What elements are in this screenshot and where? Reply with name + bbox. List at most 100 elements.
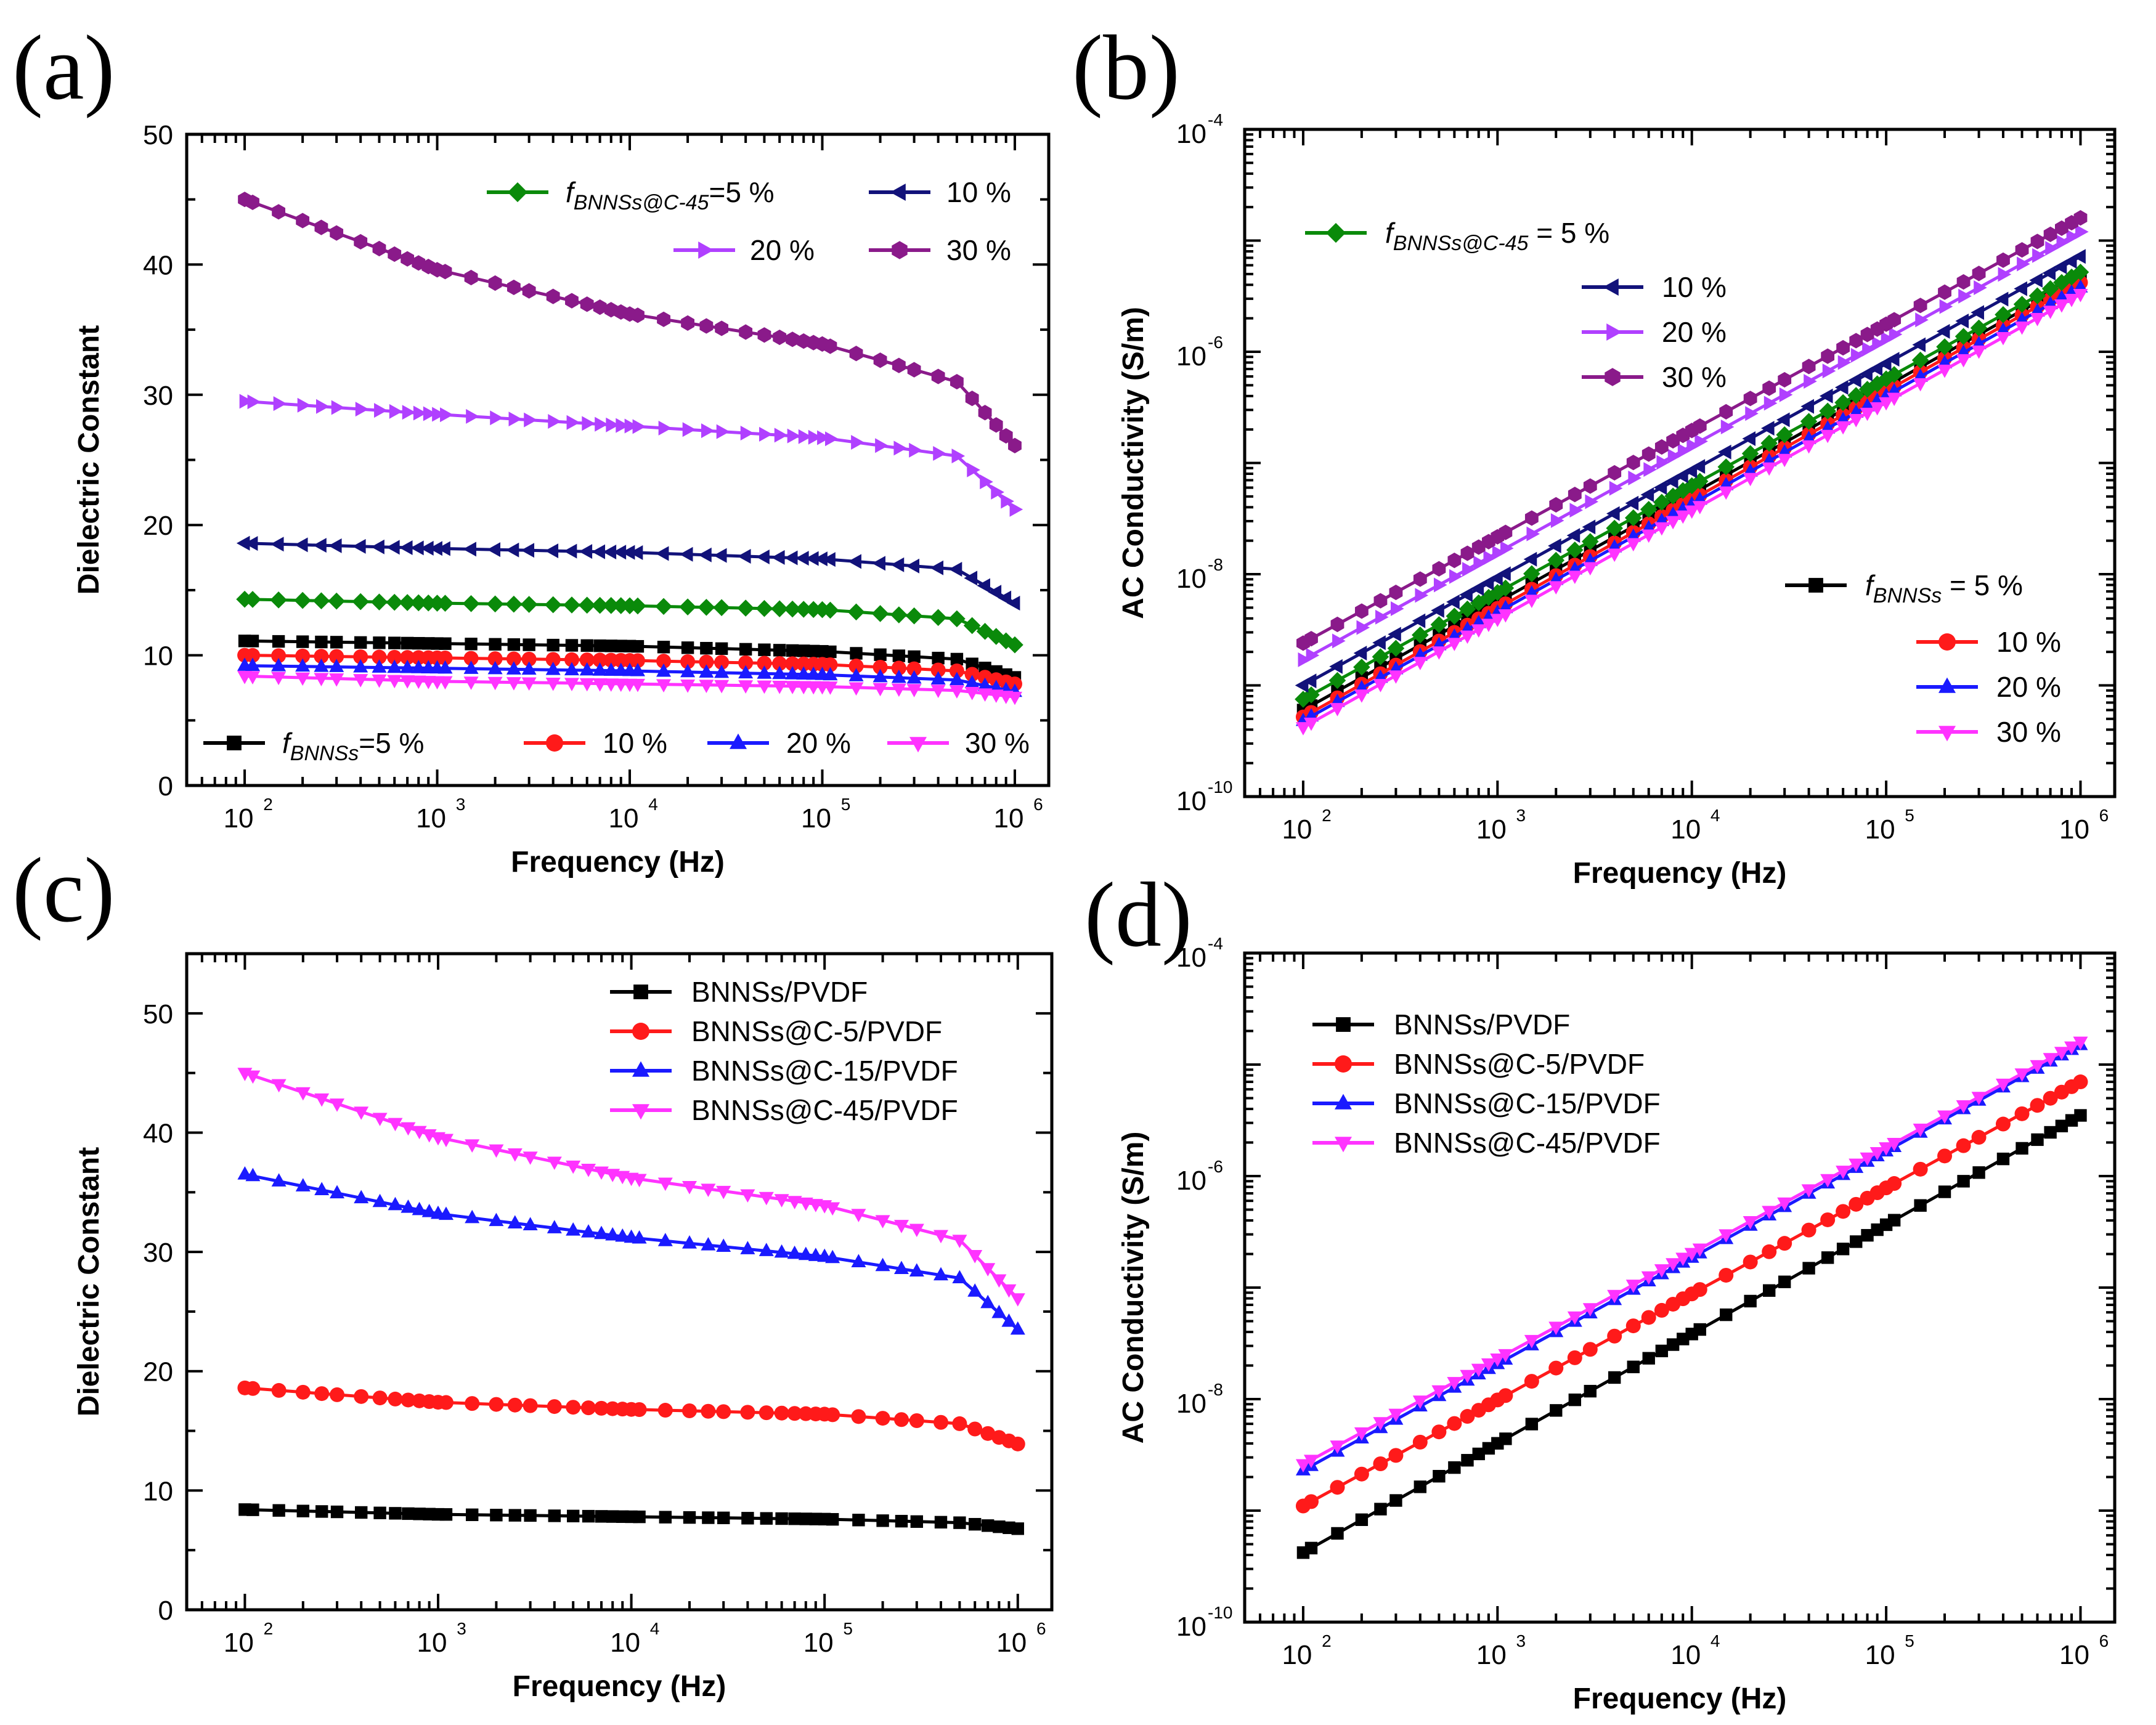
marker-triangle-right bbox=[508, 412, 523, 427]
x-tick-label: 10 bbox=[416, 803, 446, 834]
marker-triangle-down bbox=[1719, 1229, 1734, 1243]
x-tick-label: 10 bbox=[609, 803, 639, 834]
marker-triangle-right bbox=[1606, 323, 1622, 341]
legend-label: 10 % bbox=[946, 176, 1011, 208]
marker-square bbox=[1808, 578, 1823, 593]
marker-circle bbox=[1849, 1196, 1864, 1212]
marker-diamond bbox=[352, 593, 369, 611]
legend-label: 20 % bbox=[786, 727, 851, 759]
marker-triangle-right bbox=[1569, 503, 1584, 518]
marker-circle bbox=[1801, 1222, 1816, 1238]
legend-label: 30 % bbox=[965, 727, 1030, 759]
marker-hexagon bbox=[1583, 478, 1597, 494]
marker-diamond bbox=[1858, 381, 1876, 398]
marker-triangle-right bbox=[2075, 224, 2089, 240]
marker-square bbox=[1336, 1017, 1351, 1032]
marker-diamond bbox=[1911, 351, 1929, 369]
marker-triangle-left bbox=[1885, 352, 1900, 367]
marker-triangle-up bbox=[487, 660, 503, 675]
y-tick-exponent: -8 bbox=[1208, 555, 1223, 574]
marker-diamond bbox=[507, 182, 528, 203]
marker-triangle-left bbox=[988, 585, 1002, 600]
marker-diamond bbox=[755, 599, 773, 617]
x-tick-label: 10 bbox=[1865, 1640, 1895, 1670]
marker-triangle-up bbox=[774, 1244, 789, 1258]
marker-hexagon bbox=[1008, 437, 1022, 453]
y-tick-label: 20 bbox=[143, 511, 173, 541]
x-tick-label: 10 bbox=[224, 1628, 254, 1658]
marker-square bbox=[523, 638, 535, 651]
marker-square bbox=[507, 638, 521, 651]
marker-circle bbox=[1447, 1416, 1462, 1431]
marker-hexagon bbox=[892, 241, 908, 259]
marker-triangle-down bbox=[1303, 1455, 1319, 1468]
marker-circle bbox=[848, 659, 864, 674]
marker-hexagon bbox=[773, 329, 787, 346]
legend-label: 20 % bbox=[750, 234, 815, 266]
legend-label: 20 % bbox=[1996, 671, 2061, 703]
series-a-0 bbox=[238, 635, 1022, 684]
marker-circle bbox=[245, 647, 260, 663]
marker-triangle-right bbox=[548, 413, 561, 429]
marker-triangle-down bbox=[851, 1209, 866, 1222]
panel-label: (b) bbox=[1072, 17, 1180, 119]
marker-triangle-down bbox=[2030, 1060, 2045, 1074]
marker-circle bbox=[1498, 1388, 1513, 1403]
marker-diamond bbox=[795, 601, 813, 618]
marker-square bbox=[296, 1504, 310, 1517]
x-tick-exponent: 6 bbox=[1033, 795, 1043, 814]
marker-triangle-down bbox=[506, 677, 521, 691]
marker-triangle-right bbox=[1526, 526, 1540, 542]
x-tick-exponent: 2 bbox=[264, 1619, 274, 1638]
marker-triangle-left bbox=[977, 578, 990, 593]
marker-circle bbox=[487, 651, 503, 667]
marker-triangle-down bbox=[547, 1156, 562, 1171]
marker-triangle-up bbox=[851, 1254, 866, 1268]
marker-square bbox=[2016, 1142, 2028, 1155]
marker-diamond bbox=[1581, 533, 1599, 550]
marker-square bbox=[681, 641, 694, 654]
marker-triangle-down bbox=[1777, 1197, 1792, 1211]
series-a-1 bbox=[237, 647, 1022, 692]
legend-label: BNNSs/PVDF bbox=[1394, 1009, 1570, 1041]
marker-hexagon bbox=[1654, 439, 1669, 455]
marker-triangle-left bbox=[872, 556, 885, 571]
marker-triangle-down bbox=[1607, 1289, 1622, 1304]
marker-square bbox=[524, 1509, 537, 1522]
marker-triangle-up bbox=[933, 1267, 948, 1281]
marker-triangle-up bbox=[592, 662, 608, 676]
y-axis-title: Dielectric Constant bbox=[73, 325, 105, 595]
marker-triangle-down bbox=[1995, 1078, 2011, 1092]
marker-triangle-up bbox=[980, 1294, 996, 1309]
marker-square bbox=[566, 1509, 580, 1522]
marker-triangle-down bbox=[1490, 1354, 1505, 1367]
marker-triangle-down bbox=[1548, 581, 1564, 595]
marker-circle bbox=[1654, 1302, 1669, 1318]
marker-circle bbox=[354, 1389, 369, 1404]
marker-triangle-down bbox=[1007, 691, 1022, 705]
marker-triangle-down bbox=[1956, 1100, 1971, 1114]
marker-circle bbox=[680, 654, 696, 669]
marker-triangle-left bbox=[1353, 646, 1367, 661]
marker-hexagon bbox=[1719, 404, 1733, 420]
marker-hexagon bbox=[1304, 631, 1318, 647]
marker-triangle-down bbox=[1373, 679, 1388, 692]
marker-square bbox=[439, 637, 452, 650]
x-tick-exponent: 2 bbox=[263, 795, 273, 814]
marker-diamond bbox=[1547, 551, 1565, 569]
marker-triangle-left bbox=[1625, 495, 1639, 511]
marker-triangle-right bbox=[817, 430, 831, 445]
marker-triangle-down bbox=[400, 675, 415, 689]
marker-square bbox=[604, 639, 617, 652]
marker-triangle-down bbox=[1524, 1334, 1539, 1349]
marker-triangle-down bbox=[329, 673, 344, 687]
marker-square bbox=[330, 636, 343, 649]
marker-triangle-down bbox=[579, 678, 595, 692]
marker-hexagon bbox=[892, 357, 906, 373]
marker-circle bbox=[579, 652, 595, 668]
marker-triangle-up bbox=[1010, 1321, 1025, 1335]
marker-circle bbox=[1719, 1267, 1734, 1283]
marker-circle bbox=[906, 661, 922, 676]
marker-triangle-down bbox=[1913, 378, 1928, 392]
marker-triangle-down bbox=[1295, 1459, 1311, 1473]
